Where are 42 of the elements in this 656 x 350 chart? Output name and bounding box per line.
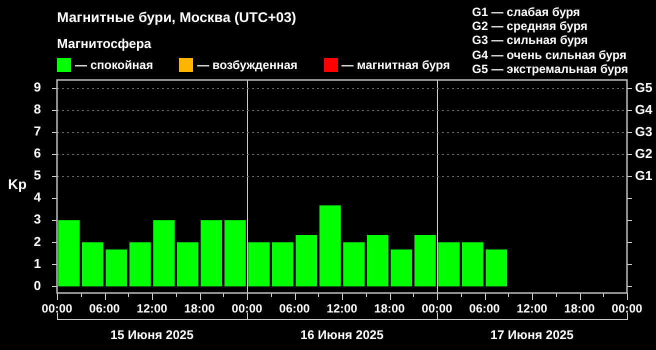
text: G3 — сильная буря <box>472 33 589 48</box>
ref-line-label: G1 <box>635 168 652 184</box>
y-tick-label: 8 <box>34 101 41 116</box>
y-tick-label: 4 <box>34 190 42 205</box>
x-tick-label: 06:00 <box>279 301 310 316</box>
x-tick-label: 18:00 <box>184 301 216 316</box>
ref-line-label: G2 <box>635 146 652 162</box>
y-tick-label: 6 <box>34 146 41 161</box>
chart-title: Магнитные бури, Москва (UTC+03) <box>57 9 296 25</box>
x-tick-label: 12:00 <box>516 301 548 316</box>
x-tick-label: 00:00 <box>42 301 73 316</box>
y-tick-label: 2 <box>34 234 41 249</box>
y-axis-title: Kp <box>8 176 27 192</box>
ref-line-label: G4 <box>635 102 654 118</box>
x-tick-label: 00:00 <box>422 301 453 316</box>
x-tick-label: 12:00 <box>136 301 168 316</box>
y-tick-label: 5 <box>34 168 41 183</box>
x-tick-label: 00:00 <box>232 301 263 316</box>
x-tick-label: 12:00 <box>326 301 358 316</box>
x-tick-label: 00:00 <box>612 301 643 316</box>
x-tick-label: 06:00 <box>89 301 120 316</box>
ref-line-label: G5 <box>635 80 652 96</box>
legend-label: — магнитная буря <box>342 58 450 72</box>
y-tick-label: 1 <box>34 256 41 271</box>
y-tick-label: 7 <box>34 123 41 138</box>
ref-line-label: G3 <box>635 124 652 140</box>
x-tick-label: 06:00 <box>469 301 500 316</box>
text: G1 — слабая буря <box>472 5 582 20</box>
y-tick-label: 9 <box>34 79 41 94</box>
legend-label: — возбужденная <box>197 58 298 72</box>
text: G4 — очень сильная буря <box>472 48 628 62</box>
text: G2 — средняя буря <box>472 19 588 34</box>
y-tick-label: 0 <box>34 278 41 293</box>
text: 15 Июня 2025 <box>110 328 194 342</box>
text: G5 — экстремальная буря <box>472 62 628 76</box>
x-tick-label: 18:00 <box>374 301 406 316</box>
text: 16 Июня 2025 <box>300 328 384 342</box>
x-tick-label: 18:00 <box>564 301 596 316</box>
legend-label: — спокойная <box>75 58 154 72</box>
legend-title: Магнитосфера <box>57 36 152 51</box>
y-tick-label: 3 <box>34 212 41 227</box>
text: 17 Июня 2025 <box>490 328 574 342</box>
